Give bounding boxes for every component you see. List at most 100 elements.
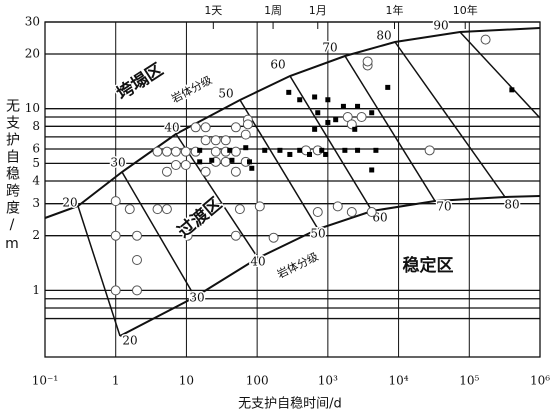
point xyxy=(306,151,312,157)
point xyxy=(110,196,121,207)
upper-boundary xyxy=(44,27,541,219)
x-tick-label: 10⁴ xyxy=(389,374,409,388)
y-axis-label: 无支护自稳跨度/m xyxy=(4,98,20,255)
point xyxy=(286,89,292,95)
point xyxy=(132,230,143,241)
point xyxy=(200,166,211,177)
point xyxy=(220,156,231,167)
point xyxy=(210,135,221,146)
rmr-label: 70 xyxy=(436,200,451,214)
point xyxy=(234,204,245,215)
point xyxy=(230,166,241,177)
region-label: 过渡区 xyxy=(173,193,226,242)
x-axis-label: 无支护自稳时间/d xyxy=(238,396,342,412)
point xyxy=(200,122,211,133)
point xyxy=(152,204,163,215)
region-label: 岩体分级 xyxy=(275,249,321,281)
point xyxy=(312,94,318,100)
point xyxy=(152,146,163,157)
point xyxy=(346,119,357,130)
point xyxy=(170,146,181,157)
point xyxy=(227,147,233,153)
point xyxy=(249,165,255,171)
plot-frame xyxy=(44,21,541,358)
point xyxy=(333,117,339,123)
x-tick-label: 10⁶ xyxy=(530,374,550,388)
rmr-label: 90 xyxy=(433,19,448,33)
point xyxy=(170,159,181,170)
y-tick-label: 6 xyxy=(32,142,40,156)
point xyxy=(247,159,253,165)
point xyxy=(385,84,391,90)
y-tick-label: 5 xyxy=(32,156,40,170)
y-tick-label: 8 xyxy=(32,119,40,133)
region-label: 岩体分级 xyxy=(169,73,214,106)
x-tick-label: 10³ xyxy=(318,374,338,388)
rmr-line xyxy=(239,99,319,230)
point xyxy=(124,204,135,215)
point xyxy=(277,147,283,153)
rmr-label: 40 xyxy=(164,121,179,135)
y-tick-label: 1 xyxy=(32,283,40,297)
rmr-line xyxy=(77,205,121,337)
point xyxy=(312,126,318,132)
point xyxy=(362,56,373,67)
point xyxy=(424,145,435,156)
region-label: 稳定区 xyxy=(403,255,454,276)
x-tick-label: 10 xyxy=(179,374,194,388)
point xyxy=(346,207,357,218)
y-tick-label: 4 xyxy=(32,174,40,188)
top-tick-label: 1周 xyxy=(264,4,282,17)
rmr-label: 30 xyxy=(110,156,125,170)
x-tick-label: 1 xyxy=(112,374,120,388)
point xyxy=(197,159,203,165)
x-tick-label: 10⁻¹ xyxy=(32,374,58,388)
region-label: 垮塌区 xyxy=(113,59,167,104)
point xyxy=(340,103,346,109)
point xyxy=(161,204,172,215)
point xyxy=(325,119,331,125)
point xyxy=(509,87,515,93)
y-tick-label: 30 xyxy=(25,15,40,29)
rmr-label: 50 xyxy=(310,227,325,241)
rmr-label: 80 xyxy=(376,29,391,43)
x-tick-label: 10⁵ xyxy=(459,374,479,388)
point xyxy=(297,147,303,153)
point xyxy=(373,147,379,153)
point xyxy=(110,285,121,296)
point xyxy=(230,146,241,157)
point xyxy=(132,285,143,296)
rmr-label: 30 xyxy=(189,291,204,305)
point xyxy=(355,147,361,153)
point xyxy=(182,230,193,241)
rmr-label: 80 xyxy=(504,198,519,212)
point xyxy=(110,230,121,241)
point xyxy=(132,254,143,265)
point xyxy=(230,122,241,133)
point xyxy=(342,147,348,153)
top-tick-label: 1年 xyxy=(386,3,404,17)
rmr-label: 20 xyxy=(122,334,137,348)
rmr-line xyxy=(459,31,541,119)
point xyxy=(287,151,293,157)
point xyxy=(161,166,172,177)
rmr-label: 50 xyxy=(218,87,233,101)
point xyxy=(312,207,323,218)
rmr-line xyxy=(121,171,196,298)
point xyxy=(230,230,241,241)
point xyxy=(262,147,268,153)
point xyxy=(315,110,321,116)
point xyxy=(209,157,215,163)
point xyxy=(325,97,331,103)
point xyxy=(480,34,491,45)
point xyxy=(190,122,201,133)
rmr-line xyxy=(289,75,373,212)
point xyxy=(200,135,211,146)
point xyxy=(229,157,235,163)
rmr-line xyxy=(394,41,506,198)
point xyxy=(220,135,231,146)
top-tick-label: 10年 xyxy=(453,3,478,17)
lower-boundary xyxy=(119,195,541,337)
